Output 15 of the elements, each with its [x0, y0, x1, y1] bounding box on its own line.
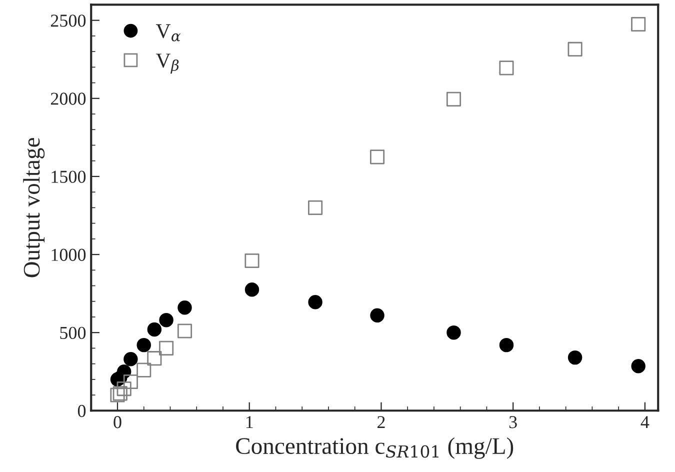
y-tick-label: 1000 [52, 248, 86, 261]
legend-label: V$_{α}$ [156, 24, 180, 42]
x-tick-label: 3 [509, 416, 517, 428]
x-axis-title: Concentration c$_{SR101}$ (mg/L) [236, 437, 514, 459]
x-tick-label: 0 [114, 416, 122, 428]
y-tick-label: 0 [78, 404, 86, 418]
x-tick-label: 2 [377, 416, 385, 428]
y-axis-title: Output voltage [23, 138, 45, 278]
y-tick-label: 2500 [50, 14, 86, 27]
y-tick-label: 1500 [52, 170, 86, 183]
y-tick-label: 500 [60, 326, 86, 340]
legend-label: V$_{β}$ [156, 54, 179, 74]
x-tick-label: 4 [640, 416, 650, 428]
x-tick-label: 1 [246, 416, 253, 428]
y-tick-label: 2000 [50, 92, 86, 105]
